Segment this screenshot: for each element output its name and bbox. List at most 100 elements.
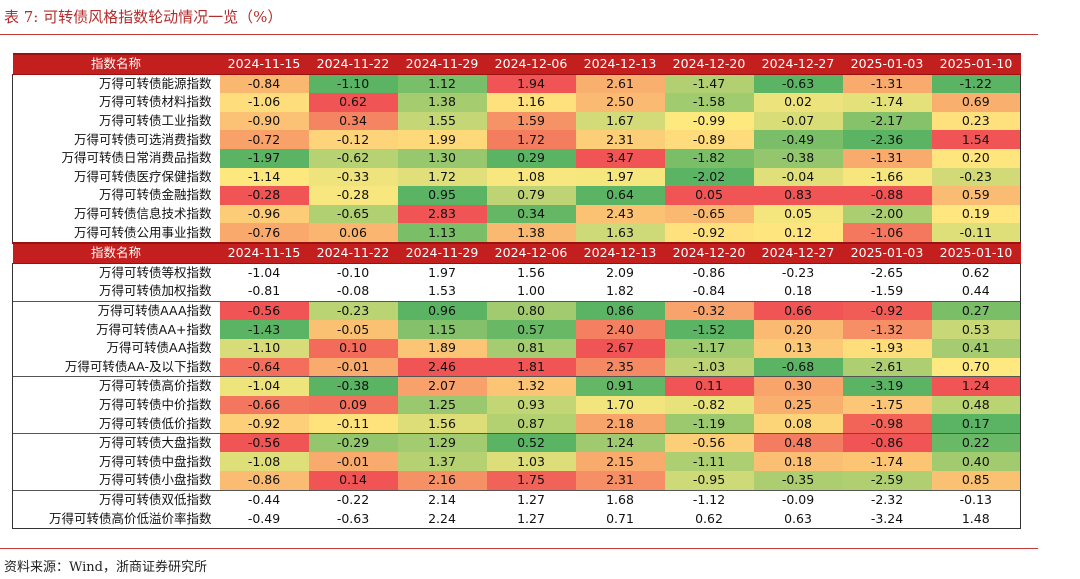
value-cell: 0.27	[931, 300, 1021, 321]
value-cell: 0.41	[931, 338, 1021, 358]
value-cell: 0.87	[486, 414, 576, 434]
index-name-cell: 万得可转债能源指数	[12, 74, 220, 94]
value-cell: -1.17	[664, 338, 754, 358]
header-date-cell: 2024-12-06	[486, 52, 576, 75]
value-cell: 1.16	[486, 93, 576, 112]
index-name-cell: 万得可转债AAA指数	[12, 300, 220, 321]
value-cell: 1.12	[397, 74, 487, 94]
value-cell: -0.92	[664, 223, 754, 243]
value-cell: 1.82	[606, 283, 634, 299]
value-cell: -0.35	[753, 471, 843, 491]
value-cell: 0.05	[753, 204, 843, 224]
value-cell: 0.63	[753, 509, 843, 529]
header-date-cell: 2025-01-03	[842, 52, 932, 75]
value-cell: 0.93	[486, 395, 576, 415]
value-cell: 1.59	[486, 111, 576, 131]
value-cell: -1.11	[664, 452, 754, 472]
header-row: 指数名称 2024-11-15 2024-11-22 2024-11-29 2024-1…	[12, 52, 1021, 75]
table-row: 万得可转债低价指数 -0.92 -0.11 1.56 0.87 2.18 -1.19 0.08…	[12, 414, 1021, 434]
value-cell: 2.24	[397, 509, 487, 529]
value-cell: -0.81	[247, 283, 281, 299]
value-cell: -1.82	[664, 148, 754, 168]
value-cell: 1.68	[575, 489, 665, 510]
value-cell: -2.61	[842, 357, 932, 377]
value-cell: 2.35	[575, 357, 665, 377]
value-cell: -0.99	[664, 111, 754, 131]
index-name-cell: 万得可转债AA指数	[12, 338, 220, 358]
table-title: 表 7: 可转债风格指数轮动情况一览（%）	[4, 8, 283, 26]
value-cell: -0.49	[219, 509, 309, 529]
value-cell: -1.08	[219, 452, 309, 472]
value-cell: 1.63	[575, 223, 665, 243]
value-cell: 1.27	[486, 509, 576, 529]
table-row: 万得可转债AA指数 -1.10 0.10 1.89 0.81 2.67 -1.17 0.13-…	[12, 338, 1021, 358]
value-cell: 0.10	[308, 338, 398, 358]
value-cell: -1.52	[664, 320, 754, 339]
value-cell: -1.22	[931, 74, 1021, 94]
value-cell: 2.16	[397, 471, 487, 491]
value-cell: -1.74	[842, 93, 932, 112]
value-cell: -2.00	[842, 204, 932, 224]
value-cell: -3.19	[842, 376, 932, 396]
header-date-cell: 2024-12-20	[664, 52, 754, 75]
value-cell: -0.29	[308, 432, 398, 453]
table-row: 万得可转债高价低溢价率指数 -0.49 -0.63 2.24 1.27 0.71 0.62 0…	[12, 509, 1021, 529]
value-cell: 0.64	[575, 186, 665, 205]
value-cell: -0.63	[308, 509, 398, 529]
header-date-cell: 2024-12-27	[753, 52, 843, 75]
value-cell: 1.81	[486, 357, 576, 377]
header-name-cell: 指数名称	[12, 241, 220, 264]
value-cell: 1.38	[397, 93, 487, 112]
value-cell: 0.25	[753, 395, 843, 415]
value-cell: 0.17	[931, 414, 1021, 434]
value-cell: 1.72	[486, 130, 576, 149]
value-cell: -0.68	[753, 357, 843, 377]
value-cell: -0.62	[308, 148, 398, 168]
value-cell: 0.52	[486, 432, 576, 453]
value-cell: -0.38	[753, 148, 843, 168]
header-date-cell: 2024-11-22	[308, 52, 398, 75]
value-cell: 1.97	[428, 264, 456, 280]
value-cell: 1.38	[486, 223, 576, 243]
value-cell: -0.72	[219, 130, 309, 149]
bottom-rule	[0, 548, 1038, 549]
table-row: 万得可转债公用事业指数 -0.76 0.06 1.13 1.38 1.63 -0.92 0.1…	[12, 223, 1021, 243]
value-cell: 1.72	[397, 167, 487, 187]
value-cell: -0.12	[308, 130, 398, 149]
header-row: 指数名称 2024-11-15 2024-11-22 2024-11-29 2024-1…	[12, 241, 1021, 264]
value-cell: 0.20	[931, 148, 1021, 168]
value-cell: -0.88	[842, 186, 932, 205]
value-cell: -1.58	[664, 93, 754, 112]
table-row: 万得可转债高价指数 -1.04 -0.38 2.07 1.32 0.91 0.11 0.30-…	[12, 376, 1021, 396]
value-cell: -1.59	[870, 283, 904, 299]
value-cell: 1.94	[486, 74, 576, 94]
value-cell: -1.04	[247, 264, 281, 280]
value-cell: 0.53	[931, 320, 1021, 339]
value-cell: -0.96	[219, 204, 309, 224]
top-rule	[0, 34, 1038, 35]
index-name-cell: 万得可转债AA-及以下指数	[12, 357, 220, 377]
value-cell: 0.18	[784, 283, 812, 299]
value-cell: 1.37	[397, 452, 487, 472]
value-cell: -1.66	[842, 167, 932, 187]
value-cell: 0.29	[486, 148, 576, 168]
header-date-cell: 2024-11-22	[308, 241, 398, 264]
value-cell: -1.10	[219, 338, 309, 358]
header-date-cell: 2024-12-13	[575, 52, 665, 75]
value-cell: 0.62	[308, 93, 398, 112]
value-cell: 0.62	[664, 509, 754, 529]
value-cell: 1.97	[575, 167, 665, 187]
value-cell: 0.22	[931, 432, 1021, 453]
value-cell: -0.92	[219, 414, 309, 434]
value-cell: 1.75	[486, 471, 576, 491]
value-cell: 1.89	[397, 338, 487, 358]
value-cell: -1.04	[219, 376, 309, 396]
value-cell: -0.11	[308, 414, 398, 434]
value-cell: -0.13	[931, 489, 1021, 510]
index-name-cell: 万得可转债日常消费品指数	[12, 148, 220, 168]
value-cell: -3.24	[842, 509, 932, 529]
value-cell: 1.56	[397, 414, 487, 434]
index-name-cell: 万得可转债信息技术指数	[12, 204, 220, 224]
value-cell: -0.56	[219, 432, 309, 453]
value-cell: 0.19	[931, 204, 1021, 224]
